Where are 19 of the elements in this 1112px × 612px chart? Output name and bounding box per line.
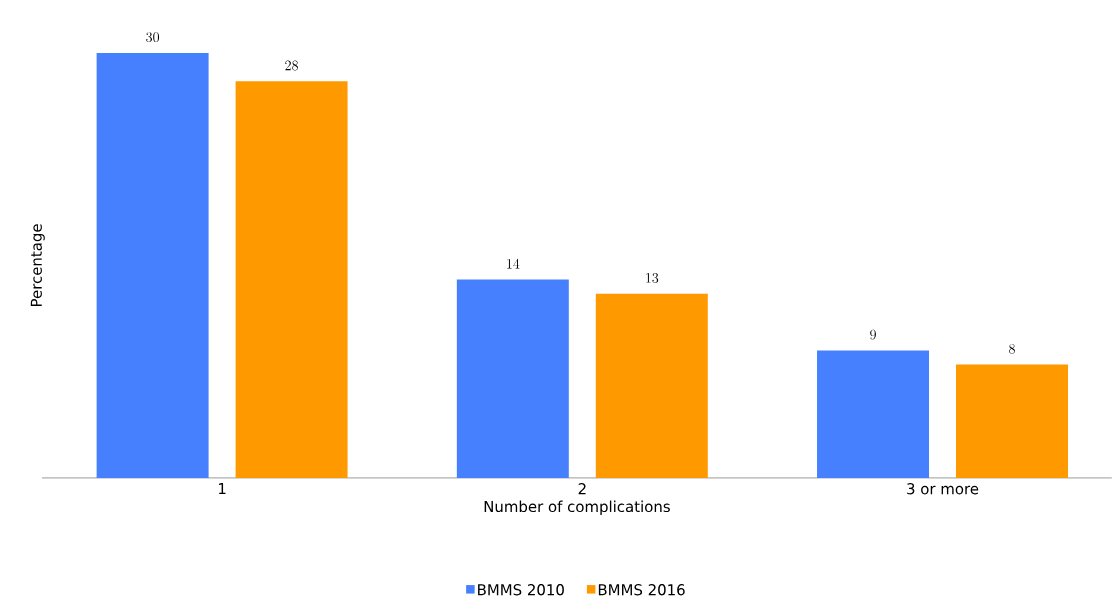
- legend-label: BMMS 2016: [598, 584, 685, 596]
- x-axis-title: Number of complications: [484, 500, 670, 516]
- data-label: 9: [870, 329, 876, 340]
- y-axis-title: Percentage: [30, 224, 45, 307]
- x-tick-label: 3 or more: [907, 483, 979, 495]
- bar: [456, 279, 569, 478]
- x-tick-label: 2: [578, 483, 586, 495]
- data-label: 28: [285, 60, 298, 71]
- data-label: 13: [646, 273, 659, 283]
- legend-label: BMMS 2010: [478, 584, 564, 596]
- x-tick-label: 1: [218, 483, 226, 495]
- bar: [595, 293, 708, 478]
- data-label: 8: [1009, 343, 1015, 354]
- data-label: 14: [507, 258, 520, 269]
- bar: [956, 364, 1068, 478]
- bar: [235, 81, 348, 478]
- data-label: 30: [146, 32, 160, 43]
- bar: [817, 350, 930, 478]
- bar: [96, 53, 209, 478]
